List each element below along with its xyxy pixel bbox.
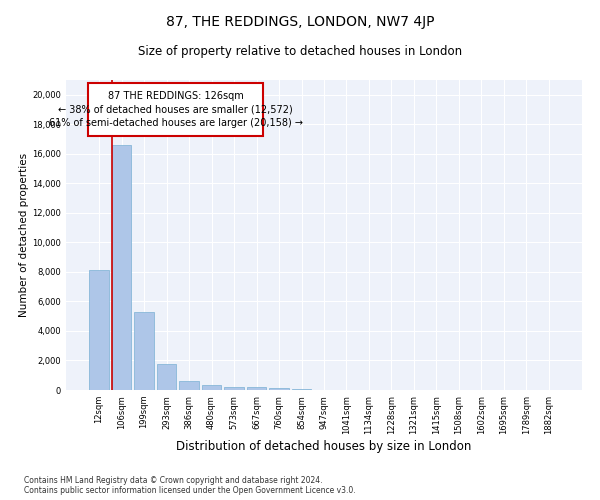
FancyBboxPatch shape <box>88 83 263 136</box>
Bar <box>179 381 199 390</box>
Bar <box>247 388 266 390</box>
Y-axis label: Number of detached properties: Number of detached properties <box>19 153 29 317</box>
Text: 87, THE REDDINGS, LONDON, NW7 4JP: 87, THE REDDINGS, LONDON, NW7 4JP <box>166 15 434 29</box>
Bar <box>202 386 221 390</box>
X-axis label: Distribution of detached houses by size in London: Distribution of detached houses by size … <box>176 440 472 452</box>
Text: Size of property relative to detached houses in London: Size of property relative to detached ho… <box>138 45 462 58</box>
Bar <box>224 387 244 390</box>
Bar <box>157 364 176 390</box>
Bar <box>89 270 109 390</box>
Text: 87 THE REDDINGS: 126sqm
← 38% of detached houses are smaller (12,572)
61% of sem: 87 THE REDDINGS: 126sqm ← 38% of detache… <box>49 92 303 128</box>
Text: Contains HM Land Registry data © Crown copyright and database right 2024.
Contai: Contains HM Land Registry data © Crown c… <box>24 476 356 495</box>
Bar <box>112 145 131 390</box>
Bar <box>269 388 289 390</box>
Bar <box>134 312 154 390</box>
Bar <box>292 389 311 390</box>
